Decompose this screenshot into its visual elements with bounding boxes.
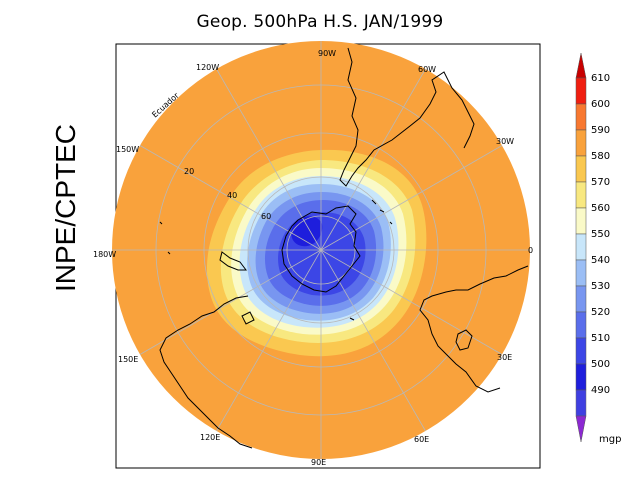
meridian-label-150w: 150W [116, 145, 139, 154]
australia-coast [159, 295, 253, 449]
colorbar-band-490-500 [575, 363, 587, 391]
colorbar-label: 610 [591, 73, 610, 84]
madagascar-coast [455, 329, 473, 351]
colorbar-band-520-530 [575, 285, 587, 313]
colorbar-label: 530 [591, 281, 610, 292]
colorbar-unit-label: mgp [599, 434, 621, 445]
colorbar-arrow-top [575, 52, 587, 79]
map-title: Geop. 500hPa H.S. JAN/1999 [196, 12, 444, 32]
tasmania-coast [241, 311, 255, 325]
colorbar-arrow-bottom [575, 415, 587, 443]
meridian-label-120w: 120W [196, 63, 219, 72]
colorbar-label: 510 [591, 333, 610, 344]
colorbar-band-550-560 [575, 207, 587, 235]
colorbar: 610 600 590 580 570 560 550 540 530 520 … [575, 52, 621, 445]
meridian-label-30w: 30W [496, 137, 514, 146]
colorbar-label: 560 [591, 203, 610, 214]
colorbar-band-510-520 [575, 311, 587, 339]
south-america-coast [339, 47, 475, 187]
islands-coast [159, 199, 393, 321]
latitude-label-20: 20 [184, 167, 194, 176]
meridian-label-150e: 150E [118, 355, 138, 364]
meridian-label-90e: 90E [311, 458, 326, 467]
colorbar-label: 500 [591, 359, 610, 370]
meridian-label-60e: 60E [414, 435, 429, 444]
meridian-label-30e: 30E [497, 353, 512, 362]
colorbar-label: 550 [591, 229, 610, 240]
colorbar-band-540-550 [575, 233, 587, 261]
coastlines [159, 47, 529, 449]
meridian-label-0: 0 [528, 246, 533, 255]
colorbar-label: 490 [591, 385, 610, 396]
colorbar-band-580-590 [575, 129, 587, 157]
meridian-lines [112, 41, 530, 459]
colorbar-band-600-610 [575, 77, 587, 105]
colorbar-label: 570 [591, 177, 610, 188]
meridian-label-120e: 120E [200, 433, 220, 442]
latitude-label-40: 40 [227, 191, 237, 200]
latitude-label-60: 60 [261, 212, 271, 221]
colorbar-band-500-510 [575, 337, 587, 365]
colorbar-label: 520 [591, 307, 610, 318]
colorbar-band-530-540 [575, 259, 587, 287]
new-zealand-coast [219, 251, 247, 271]
colorbar-band-590-600 [575, 103, 587, 131]
colorbar-band-560-570 [575, 181, 587, 209]
meridian-label-60w: 60W [418, 65, 436, 74]
colorbar-label: 590 [591, 125, 610, 136]
colorbar-band-570-580 [575, 155, 587, 183]
colorbar-label: 540 [591, 255, 610, 266]
colorbar-band-480-490 [575, 389, 587, 417]
africa-coast [419, 265, 529, 393]
meridian-label-180w: 180W [93, 250, 116, 259]
colorbar-label: 580 [591, 151, 610, 162]
colorbar-label: 600 [591, 99, 610, 110]
meridian-label-90w: 90W [318, 49, 336, 58]
antarctica-coast [281, 205, 361, 293]
